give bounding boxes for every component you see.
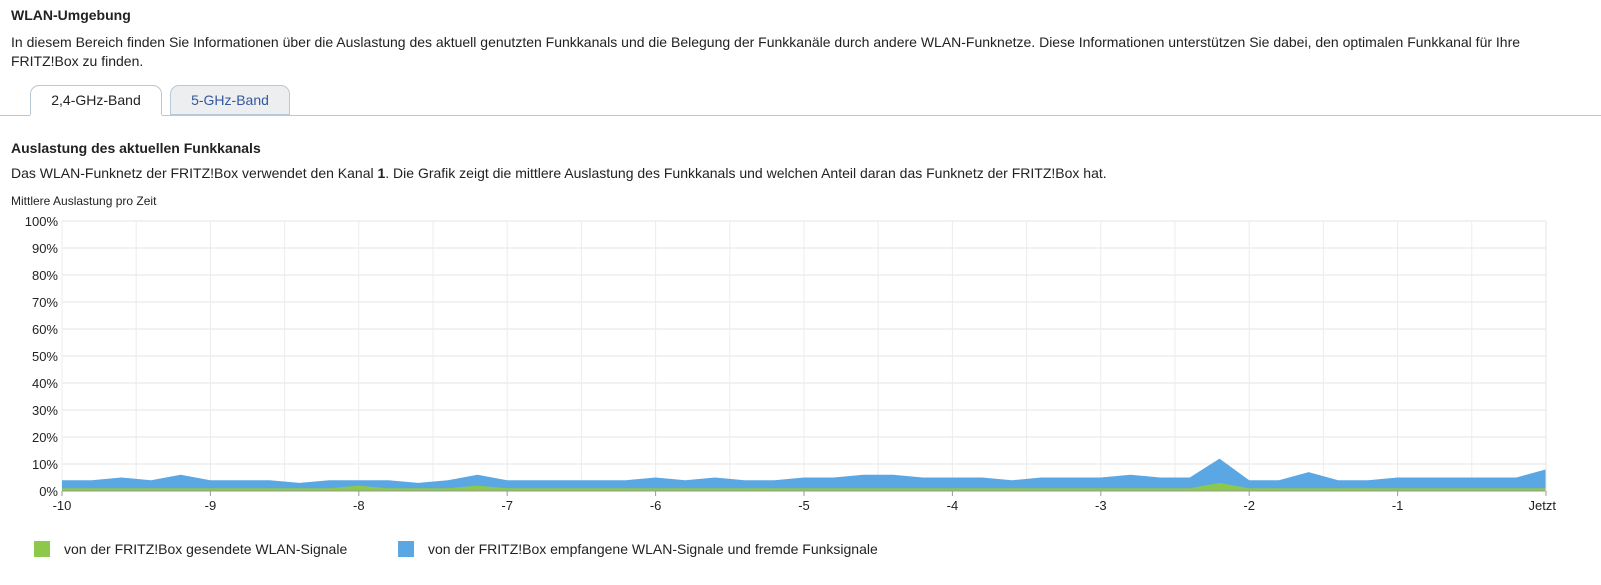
legend-item-sent: von der FRITZ!Box gesendete WLAN-Signale <box>34 541 347 557</box>
intro-text: In diesem Bereich finden Sie Information… <box>11 34 1521 69</box>
legend-swatch-received <box>398 541 414 557</box>
desc-suffix: . Die Grafik zeigt die mittlere Auslastu… <box>385 165 1107 181</box>
x-tick-label: -2 <box>1243 498 1255 513</box>
x-tick-label: -5 <box>798 498 810 513</box>
desc-prefix: Das WLAN-Funknetz der FRITZ!Box verwende… <box>11 165 378 181</box>
y-tick-label: 0% <box>39 484 58 499</box>
y-tick-label: 90% <box>32 241 58 256</box>
y-tick-label: 30% <box>32 403 58 418</box>
area-sent-signals <box>62 482 1546 491</box>
band-tabs: 2,4-GHz-Band 5-GHz-Band <box>0 85 1601 116</box>
x-tick-label: Jetzt <box>1529 498 1557 513</box>
y-tick-label: 10% <box>32 457 58 472</box>
x-tick-label: -6 <box>650 498 662 513</box>
y-tick-label: 70% <box>32 295 58 310</box>
legend-swatch-sent <box>34 541 50 557</box>
y-tick-label: 50% <box>32 349 58 364</box>
legend-label-sent: von der FRITZ!Box gesendete WLAN-Signale <box>64 541 348 557</box>
section-title: Auslastung des aktuellen Funkkanals <box>11 140 261 156</box>
x-tick-label: -4 <box>947 498 959 513</box>
channel-number: 1 <box>377 165 386 181</box>
x-tick-label: -8 <box>353 498 365 513</box>
y-tick-label: 20% <box>32 430 58 445</box>
chart-title: Mittlere Auslastung pro Zeit <box>11 194 157 208</box>
legend-item-received: von der FRITZ!Box empfangene WLAN-Signal… <box>398 541 878 557</box>
y-tick-label: 40% <box>32 376 58 391</box>
section-description: Das WLAN-Funknetz der FRITZ!Box verwende… <box>11 165 1107 181</box>
y-tick-label: 60% <box>32 322 58 337</box>
x-tick-label: -3 <box>1095 498 1107 513</box>
utilization-chart: 0% 10% 20% 30% 40% 50% 60% 70% 80% 90% 100% -10 -9 -8… <box>25 214 1557 513</box>
x-tick-label: -9 <box>205 498 217 513</box>
x-tick-label: -1 <box>1392 498 1404 513</box>
tab-5-ghz[interactable]: 5-GHz-Band <box>170 85 290 115</box>
y-tick-label: 100% <box>25 214 59 229</box>
x-tick-label: -10 <box>53 498 72 513</box>
y-tick-label: 80% <box>32 268 58 283</box>
page-title: WLAN-Umgebung <box>11 7 131 23</box>
tab-2-4-ghz[interactable]: 2,4-GHz-Band <box>30 85 162 116</box>
area-received-signals <box>62 458 1546 491</box>
x-tick-label: -7 <box>501 498 513 513</box>
legend-label-received: von der FRITZ!Box empfangene WLAN-Signal… <box>428 541 878 557</box>
